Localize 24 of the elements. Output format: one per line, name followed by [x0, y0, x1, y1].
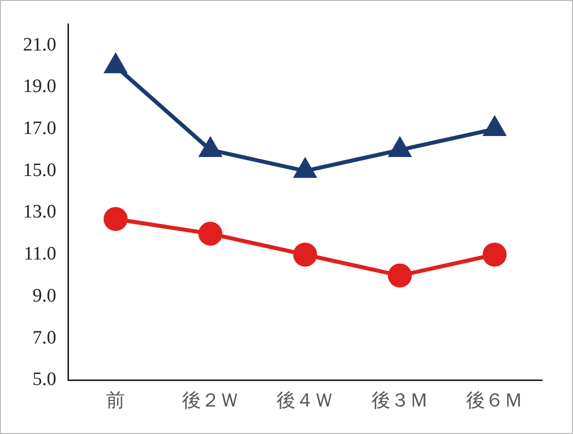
- point: [389, 138, 411, 157]
- point: [484, 117, 506, 136]
- y-tick-label: 21.0: [23, 34, 56, 56]
- x-tick-label: 後２Ｗ: [182, 390, 239, 412]
- x-tick-label: 後４Ｗ: [276, 390, 334, 412]
- y-tick-label: 9.0: [32, 285, 56, 306]
- point: [482, 242, 507, 267]
- point: [104, 207, 128, 232]
- y-tick-label: 17.0: [23, 118, 56, 140]
- point: [388, 264, 412, 288]
- point: [198, 222, 222, 246]
- y-tick-label: 13.0: [23, 202, 56, 223]
- x-tick-label: 後３Ｍ: [371, 390, 428, 412]
- y-tick-label: 15.0: [23, 160, 56, 181]
- point: [293, 242, 318, 267]
- y-tick-label: 19.0: [23, 76, 56, 98]
- point: [104, 54, 126, 74]
- y-tick-label: 5.0: [32, 369, 56, 390]
- x-tick-label: 前: [106, 390, 126, 412]
- point: [200, 138, 222, 157]
- x-tick-label: 後６Ｍ: [466, 390, 524, 412]
- point: [294, 158, 316, 178]
- y-tick-label: 11.0: [24, 244, 56, 265]
- y-tick-label: 7.0: [32, 327, 56, 348]
